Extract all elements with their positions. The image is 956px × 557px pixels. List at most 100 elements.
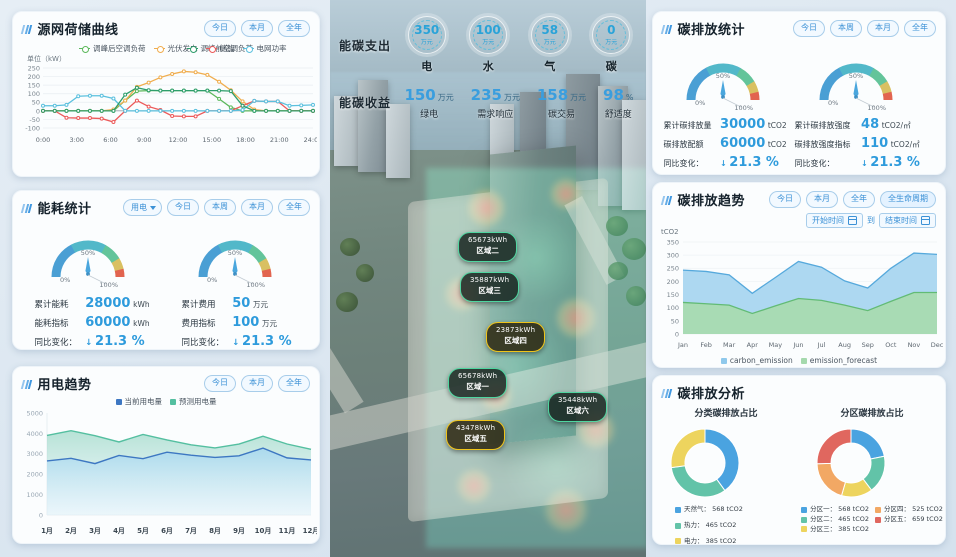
kpi-expense-item[interactable]: 58 万元 气 — [530, 16, 569, 74]
range-button-month[interactable]: 本月 — [241, 20, 273, 37]
range-button-month[interactable]: 本月 — [241, 199, 273, 216]
gauge-block-intensity: 50% 0% 100% 累计碳排放强度 48 tCO2/㎡ 碳排放强度指标 110 … — [793, 52, 939, 173]
delta-value: 21.3 % — [95, 333, 145, 349]
zone-tag[interactable]: 35887kWh 区域三 — [460, 272, 520, 302]
delta-label: 同比变化： — [663, 158, 704, 168]
title-bars-icon — [20, 19, 33, 38]
range-button-lifecycle[interactable]: 全生命周期 — [880, 191, 936, 208]
stat-unit: tCO2 — [767, 121, 787, 130]
y-axis-unit: 单位（kW） — [27, 55, 66, 63]
end-date-input[interactable]: 结束时间 — [879, 213, 936, 228]
legend-label: 电网功率 — [256, 44, 287, 53]
kpi-income-item[interactable]: 98% 舒适度 — [603, 85, 633, 120]
svg-text:0: 0 — [36, 107, 40, 115]
range-button-today[interactable]: 今日 — [769, 191, 801, 208]
zone-tag[interactable]: 65678kWh 区域一 — [448, 368, 508, 398]
zone-tag[interactable]: 43478kWh 区域五 — [446, 420, 506, 450]
kpi-value: 58 — [541, 23, 559, 37]
zone-tag-name: 区域六 — [566, 406, 589, 416]
range-button-week[interactable]: 本周 — [204, 199, 236, 216]
range-button-week[interactable]: 本周 — [830, 20, 862, 37]
energy-cost-gauge: 50% 0% 100% — [198, 240, 271, 289]
pie-legend-item[interactable]: 分区四： 525 tCO2 — [875, 505, 943, 515]
card-title: 碳排放趋势 — [677, 194, 746, 209]
kpi-income-item[interactable]: 158 万元 碳交易 — [537, 85, 586, 120]
range-button-year[interactable]: 全年 — [843, 191, 875, 208]
kpi-expense-item[interactable]: 100 万元 水 — [469, 16, 508, 74]
legend-item[interactable]: 调峰前空调负荷 — [186, 43, 253, 54]
carbon-trend-chart: 0 50 100 150 200 250 300 350 Jan Feb Mar Apr May Jun J… — [667, 238, 943, 349]
range-button-year[interactable]: 全年 — [278, 199, 310, 216]
category-emission-donut[interactable] — [653, 421, 757, 505]
svg-text:Nov: Nov — [908, 341, 921, 349]
legend-label: 分区三： 385 tCO2 — [810, 524, 869, 533]
gauge-stats: 累计碳排放量 30000 tCO2 碳排放配额 60000 tCO2 同比变化：… — [660, 116, 792, 173]
energy-income-row: 能碳收益 150 万元 绿电 235 万元 需求响应 158 万元 碳交易 98% 舒… — [334, 76, 642, 128]
legend-label: 电力： 385 tCO2 — [684, 536, 737, 545]
kpi-income-item[interactable]: 235 万元 需求响应 — [471, 85, 520, 120]
tree — [356, 264, 374, 282]
legend-label: emission_forecast — [809, 356, 878, 365]
svg-text:-50: -50 — [29, 116, 40, 124]
card-header: 源网荷储曲线 今日 本月 全年 — [13, 12, 319, 40]
zone-tag[interactable]: 65673kWh 区域二 — [458, 232, 518, 262]
card-title: 碳排放分析 — [677, 387, 746, 402]
kpi-caption: 舒适度 — [604, 109, 632, 120]
energy-type-select[interactable]: 用电 — [123, 199, 162, 216]
svg-text:Sep: Sep — [862, 341, 874, 349]
pie-legend-item[interactable]: 分区一： 568 tCO2 — [801, 505, 869, 515]
svg-text:50: 50 — [32, 99, 40, 107]
stat-label: 累计碳排放强度 — [794, 121, 851, 130]
svg-text:Feb: Feb — [700, 341, 712, 349]
zone-tag[interactable]: 23873kWh 区域四 — [486, 322, 546, 352]
legend-item[interactable]: 调峰后空调负荷 — [79, 43, 146, 54]
legend-item[interactable]: 当前用电量 — [115, 396, 162, 407]
pie-legend-item[interactable]: 分区二： 465 tCO2 — [801, 515, 869, 525]
legend-item[interactable]: 储能 — [205, 43, 235, 54]
range-button-month[interactable]: 本月 — [806, 191, 838, 208]
svg-text:Mar: Mar — [723, 341, 736, 349]
stat-value: 60000 — [720, 135, 766, 151]
legend-item[interactable]: emission_forecast — [800, 356, 878, 365]
range-button-today[interactable]: 今日 — [793, 20, 825, 37]
calendar-icon[interactable] — [848, 216, 857, 225]
legend-item[interactable]: 光伏发电 — [153, 43, 198, 54]
tree — [340, 238, 360, 256]
carbon-trend-card: 碳排放趋势 今日 本月 全年 全生命周期 开始时间 到 结束时间 tCO2 0 5… — [652, 182, 946, 368]
category-pie-block: 分类碳排放占比 天然气： 568 tCO2 热力： 465 tCO2 电力： 385… — [653, 406, 799, 546]
pie-legend-item[interactable]: 电力： 385 tCO2 — [675, 537, 736, 547]
card-header: 碳排放统计 今日 本周 本月 全年 — [653, 12, 945, 40]
zone-emission-donut[interactable] — [799, 421, 903, 505]
range-button-today[interactable]: 今日 — [167, 199, 199, 216]
legend-item[interactable]: 预测用电量 — [170, 396, 217, 407]
range-button-month[interactable]: 本月 — [867, 20, 899, 37]
kpi-caption: 气 — [544, 60, 556, 73]
title-bars-icon — [660, 383, 673, 402]
start-date-input[interactable]: 开始时间 — [806, 213, 863, 228]
legend-item[interactable]: 电网功率 — [242, 43, 287, 54]
calendar-icon[interactable] — [921, 216, 930, 225]
range-button-year[interactable]: 全年 — [278, 20, 310, 37]
kpi-caption: 碳 — [605, 60, 617, 73]
kpi-expense-item[interactable]: 0 万元 碳 — [592, 16, 631, 74]
background-building — [334, 96, 360, 166]
stat-value: 48 — [861, 117, 880, 132]
svg-text:21:00: 21:00 — [270, 136, 289, 144]
legend-color-swatch — [801, 506, 808, 513]
svg-text:50%: 50% — [848, 72, 862, 80]
range-button-today[interactable]: 今日 — [204, 20, 236, 37]
kpi-income-item[interactable]: 150 万元 绿电 — [404, 85, 453, 120]
range-button-year[interactable]: 全年 — [278, 375, 310, 392]
range-button-today[interactable]: 今日 — [204, 375, 236, 392]
kpi-expense-item[interactable]: 350 万元 电 — [407, 16, 446, 74]
power-trend-card: 用电趋势 今日 本月 全年 当前用电量 预测用电量 0 1000 2000 3000 4… — [12, 366, 320, 544]
range-button-month[interactable]: 本月 — [241, 375, 273, 392]
pie-legend-item[interactable]: 天然气： 568 tCO2 — [675, 505, 743, 515]
zone-tag[interactable]: 35448kWh 区域六 — [548, 392, 608, 422]
svg-text:Oct: Oct — [885, 341, 897, 349]
range-button-year[interactable]: 全年 — [904, 20, 936, 37]
pie-legend-item[interactable]: 分区五： 659 tCO2 — [875, 515, 943, 525]
pie-legend-item[interactable]: 分区三： 385 tCO2 — [801, 525, 869, 535]
pie-legend-item[interactable]: 热力： 465 tCO2 — [675, 521, 736, 531]
legend-item[interactable]: carbon_emission — [720, 356, 793, 365]
